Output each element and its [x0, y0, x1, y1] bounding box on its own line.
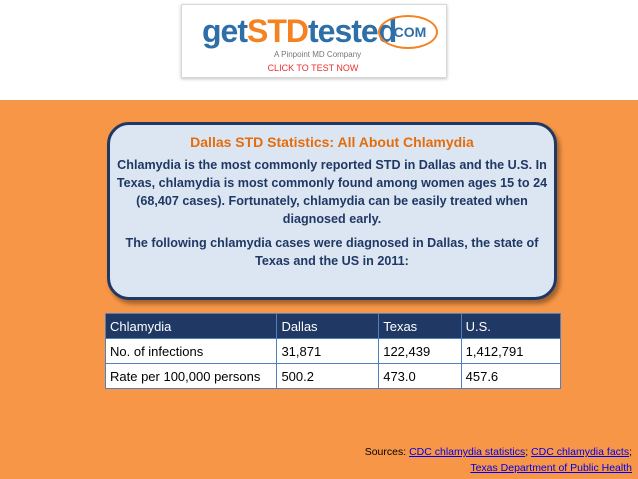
logo[interactable]: getSTDtested .COM A Pinpoint MD Company — [181, 4, 447, 78]
sources: Sources: CDC chlamydia statistics; CDC c… — [340, 444, 632, 476]
table-cell: 31,871 — [276, 338, 380, 364]
table-cell: 500.2 — [276, 363, 380, 389]
separator: ; — [629, 446, 632, 458]
table-cell: U.S. — [460, 313, 562, 339]
table-cell: Chlamydia — [104, 313, 278, 339]
logo-wordmark: getSTDtested — [202, 13, 397, 50]
sources-label: Sources: — [364, 446, 407, 458]
stats-table: Chlamydia Dallas Texas U.S. No. of infection… — [104, 313, 562, 389]
table-cell: 122,439 — [378, 338, 462, 364]
table-cell: No. of infections — [104, 338, 278, 364]
table-cell: 457.6 — [460, 363, 562, 389]
logo-domain: .COM — [378, 15, 438, 49]
table-cell: 473.0 — [378, 363, 462, 389]
source-link[interactable]: CDC chlamydia statistics — [409, 446, 526, 458]
table-header: Chlamydia Dallas Texas U.S. — [104, 313, 562, 339]
info-box: Dallas STD Statistics: All About Chlamyd… — [107, 122, 557, 300]
table-row: No. of infections 31,871 122,439 1,412,791 — [104, 338, 562, 364]
logo-part: get — [202, 13, 248, 49]
table-cell: Rate per 100,000 persons — [104, 363, 278, 389]
cta-link[interactable]: CLICK TO TEST NOW — [267, 63, 359, 73]
table-cell: Dallas — [276, 313, 380, 339]
paragraph: The following chlamydia cases were diagn… — [125, 236, 539, 268]
source-link[interactable]: CDC chlamydia facts — [531, 446, 630, 458]
separator: ; — [525, 446, 529, 458]
logo-tagline: A Pinpoint MD Company — [274, 50, 362, 59]
paragraph: Chlamydia is the most commonly reported … — [116, 158, 548, 226]
source-link[interactable]: Texas Department of Public Health — [470, 462, 632, 474]
table-row: Rate per 100,000 persons 500.2 473.0 457.6 — [104, 363, 562, 389]
logo-part: STD — [247, 13, 309, 49]
box-title: Dallas STD Statistics: All About Chlamyd… — [190, 134, 474, 150]
table-cell: Texas — [378, 313, 462, 339]
table-cell: 1,412,791 — [460, 338, 562, 364]
